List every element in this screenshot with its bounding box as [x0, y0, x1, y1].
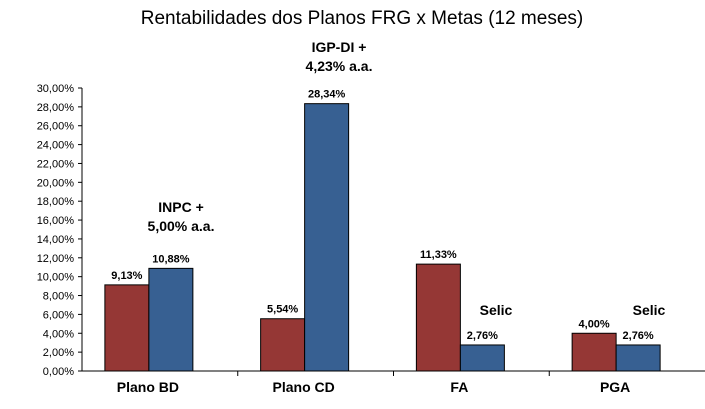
bar-pga-series-2 — [615, 344, 661, 372]
y-tick-label: 14,00% — [37, 234, 75, 246]
chart-axes: 0,00% 2,00% 4,00% 6,00% 8,00% 10,00% 12,00% 14,… — [37, 83, 705, 395]
y-tick-label: 0,00% — [43, 366, 74, 378]
x-tick-label-plano-bd: Plano BD — [117, 379, 179, 395]
data-label-pga-series-1: 4,00% — [579, 318, 610, 330]
y-tick-label: 8,00% — [43, 291, 74, 303]
y-tick-label: 26,00% — [37, 121, 75, 133]
y-tick-label: 16,00% — [37, 215, 75, 227]
data-label-plano-bd-series-1: 9,13% — [111, 270, 142, 282]
bar-pga-series-1 — [571, 332, 617, 372]
y-tick-label: 24,00% — [37, 140, 75, 152]
bar-fa-series-1 — [415, 263, 461, 372]
chart-data-labels: 9,13% 10,88% 5,54% 28,34% 11,33% 2,76% 4,00% 2,… — [111, 89, 654, 342]
data-label-plano-bd-series-2: 10,88% — [152, 253, 190, 265]
chart-bars — [104, 103, 661, 372]
data-label-fa-series-2: 2,76% — [467, 330, 498, 342]
bar-plano-bd-series-1 — [104, 284, 150, 372]
data-label-plano-cd-series-1: 5,54% — [267, 304, 298, 316]
y-tick-label: 6,00% — [43, 309, 74, 321]
annotation-fa-line-1: Selic — [480, 302, 513, 318]
y-tick-label: 18,00% — [37, 196, 75, 208]
y-tick-label: 20,00% — [37, 177, 75, 189]
y-tick-label: 12,00% — [37, 253, 75, 265]
bar-plano-cd-series-2 — [304, 103, 350, 372]
annotation-plano-cd-line-2: 4,23% a.a. — [306, 58, 373, 74]
y-tick-label: 10,00% — [37, 272, 75, 284]
annotation-plano-cd-line-1: IGP-DI + — [312, 39, 367, 55]
y-tick-label: 2,00% — [43, 347, 74, 359]
data-label-plano-cd-series-2: 28,34% — [308, 89, 346, 101]
data-label-fa-series-1: 11,33% — [420, 249, 457, 261]
bar-plano-cd-series-1 — [260, 318, 306, 372]
annotation-plano-bd-line-2: 5,00% a.a. — [148, 218, 215, 234]
annotation-pga-line-1: Selic — [633, 302, 666, 318]
bar-plano-bd-series-2 — [148, 267, 194, 372]
y-tick-label: 30,00% — [37, 83, 75, 95]
y-tick-label: 28,00% — [37, 102, 75, 114]
chart-title: Rentabilidades dos Planos FRG x Metas (1… — [141, 8, 583, 29]
chart-annotations: INPC + 5,00% a.a. IGP-DI + 4,23% a.a. Selic S… — [148, 39, 666, 318]
data-label-pga-series-2: 2,76% — [623, 330, 654, 342]
y-tick-label: 22,00% — [37, 158, 75, 170]
x-tick-label-pga: PGA — [600, 379, 630, 395]
x-tick-label-plano-cd: Plano CD — [273, 379, 335, 395]
x-tick-label-fa: FA — [450, 379, 468, 395]
y-tick-label: 4,00% — [43, 328, 74, 340]
annotation-plano-bd-line-1: INPC + — [158, 199, 204, 215]
bar-fa-series-2 — [459, 344, 505, 372]
